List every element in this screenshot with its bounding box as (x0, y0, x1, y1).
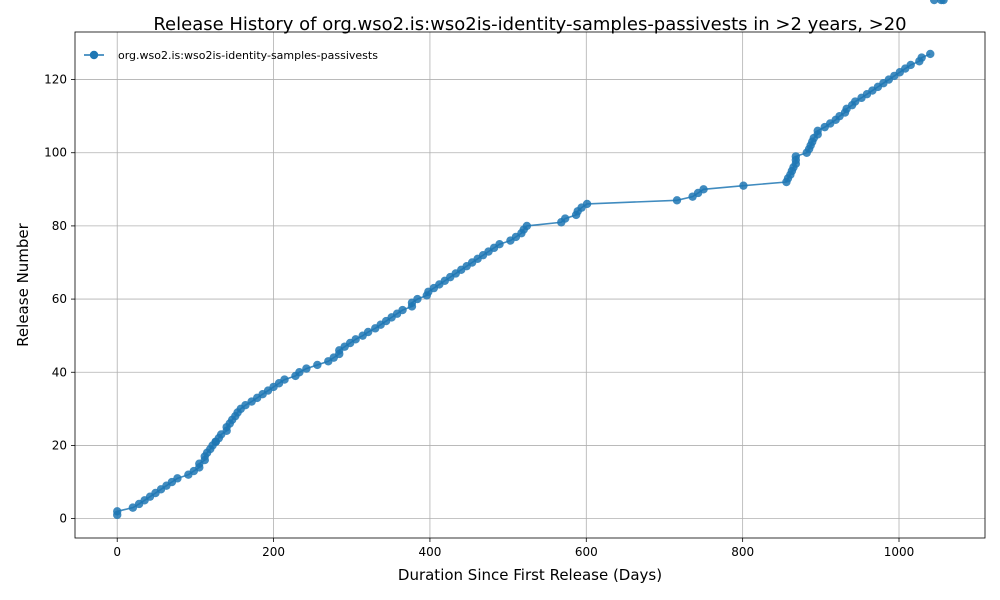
data-point (813, 126, 822, 135)
data-point (917, 53, 926, 62)
data-point (929, 0, 939, 5)
y-tick-label: 120 (44, 73, 67, 87)
x-tick-label: 400 (418, 545, 441, 559)
data-point (851, 97, 860, 106)
data-point (739, 181, 748, 190)
data-point (398, 305, 407, 315)
data-point (791, 152, 801, 161)
data-point (280, 375, 289, 384)
x-tick-label: 600 (575, 545, 598, 559)
data-point (413, 294, 422, 304)
data-point (363, 327, 373, 337)
tick-layer: 0 200 400 600 800 1000 0 20 40 60 80 100 120 (44, 73, 914, 559)
data-point (128, 503, 138, 512)
data-point (302, 364, 311, 373)
y-axis-label: Release Number (14, 222, 32, 346)
data-point (699, 185, 708, 194)
data-point (113, 507, 122, 516)
data-point (560, 214, 570, 223)
data-point (313, 360, 322, 370)
x-tick-label: 200 (262, 545, 285, 559)
data-point (522, 221, 532, 231)
chart-title: Release History of org.wso2.is:wso2is-id… (153, 14, 906, 35)
legend-marker (89, 50, 99, 60)
plot-frame (74, 31, 986, 539)
data-point (926, 49, 935, 59)
data-point (173, 474, 182, 483)
x-tick-label: 0 (113, 545, 121, 559)
x-axis-label: Duration Since First Release (Days) (398, 566, 662, 584)
data-point (351, 335, 360, 344)
y-tick-label: 100 (44, 146, 67, 160)
data-point (495, 240, 504, 249)
data-point (939, 0, 948, 5)
data-point (672, 196, 682, 205)
y-tick-label: 40 (52, 365, 67, 379)
data-point (906, 60, 915, 70)
legend-label: org.wso2.is:wso2is-identity-samples-pass… (118, 49, 378, 62)
grid-layer (75, 32, 985, 538)
legend: org.wso2.is:wso2is-identity-samples-pass… (84, 49, 378, 62)
y-tick-label: 80 (52, 219, 67, 233)
y-tick-label: 60 (52, 292, 67, 306)
data-point (295, 368, 304, 377)
data-point (241, 400, 250, 410)
y-tick-label: 20 (52, 438, 67, 452)
series-layer (113, 0, 948, 520)
x-tick-label: 1000 (884, 545, 915, 559)
y-tick-label: 0 (59, 512, 67, 526)
data-point (582, 199, 592, 209)
x-tick-label: 800 (731, 545, 754, 559)
